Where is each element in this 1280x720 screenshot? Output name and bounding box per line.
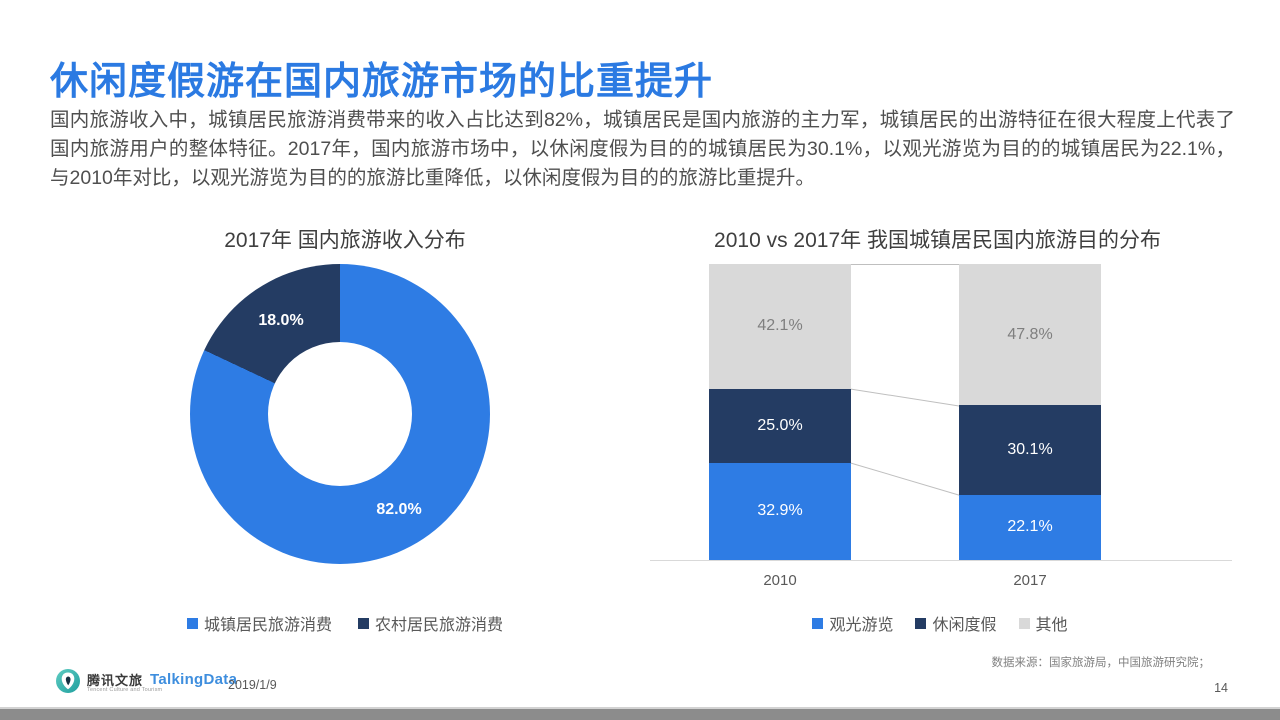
bar-segment: 25.0% <box>709 388 851 463</box>
legend-swatch-rural <box>358 617 369 629</box>
bar-segment: 42.1% <box>709 264 851 389</box>
bar-segment-label: 25.0% <box>757 416 803 434</box>
legend-swatch-other <box>1018 617 1030 629</box>
legend-label-other: 其他 <box>1035 617 1068 634</box>
legend-swatch-urban <box>186 617 198 629</box>
x-axis-line <box>650 560 1232 561</box>
donut-legend: 城镇居民旅游消费 农村居民旅游消费 <box>170 611 520 635</box>
tencent-logo-text: 腾讯文旅 <box>87 673 144 688</box>
stacked-bar-plot: 42.1% 25.0% 32.9% 47.8% 30.1% 22.1% <box>655 264 1230 560</box>
page-number: 14 <box>1214 681 1228 695</box>
bar-segment-label: 47.8% <box>1007 325 1053 343</box>
legend-item-sightseeing: 观光游览 <box>812 611 893 635</box>
bar-segment-label: 22.1% <box>1007 518 1053 536</box>
talkingdata-logo-text: TalkingData <box>150 671 238 688</box>
bar-2010: 42.1% 25.0% 32.9% <box>709 264 851 560</box>
bar-chart-title: 2010 vs 2017年 我国城镇居民国内旅游目的分布 <box>714 229 1161 252</box>
donut-label-rural: 18.0% <box>258 312 304 329</box>
bar-segment-label: 42.1% <box>757 317 803 335</box>
bar-segment: 22.1% <box>959 494 1101 560</box>
category-label-2010: 2010 <box>763 572 797 589</box>
donut-chart: 18.0% 82.0% <box>190 264 490 564</box>
category-label-2017: 2017 <box>1013 572 1047 589</box>
legend-item-other: 其他 <box>1018 611 1068 635</box>
horizontal-scrollbar[interactable] <box>0 707 1280 720</box>
bar-segment: 32.9% <box>709 462 851 560</box>
bar-segment: 47.8% <box>959 264 1101 406</box>
body-paragraph: 国内旅游收入中，城镇居民旅游消费带来的收入占比达到82%，城镇居民是国内旅游的主… <box>50 109 1235 189</box>
connector-lines <box>850 264 960 496</box>
legend-label-sightseeing: 观光游览 <box>829 617 894 634</box>
data-source-note: 数据来源：国家旅游局，中国旅游研究院； <box>991 657 1211 669</box>
legend-item-urban: 城镇居民旅游消费 <box>186 611 332 635</box>
bar-2017: 47.8% 30.1% 22.1% <box>959 264 1101 560</box>
tencent-culture-tourism-logo-icon <box>56 669 80 693</box>
legend-label-leisure: 休闲度假 <box>932 617 997 634</box>
bar-legend: 观光游览 休闲度假 其他 <box>650 611 1230 635</box>
legend-swatch-leisure <box>915 617 927 629</box>
bar-segment: 30.1% <box>959 405 1101 495</box>
page-title: 休闲度假游在国内旅游市场的比重提升 <box>50 61 714 103</box>
bar-segment-label: 30.1% <box>1007 441 1053 459</box>
bar-segment-label: 32.9% <box>757 502 803 520</box>
donut-chart-title: 2017年 国内旅游收入分布 <box>224 229 466 252</box>
donut-label-urban: 82.0% <box>376 501 422 518</box>
donut-hole <box>268 342 412 486</box>
legend-item-rural: 农村居民旅游消费 <box>358 611 503 635</box>
tencent-logo-caption: Tencent Culture and Tourism <box>87 687 163 693</box>
slide-date: 2019/1/9 <box>228 678 277 692</box>
legend-label-urban: 城镇居民旅游消费 <box>203 617 332 634</box>
legend-label-rural: 农村居民旅游消费 <box>375 617 504 634</box>
legend-item-leisure: 休闲度假 <box>915 611 997 635</box>
legend-swatch-sightseeing <box>812 617 824 629</box>
